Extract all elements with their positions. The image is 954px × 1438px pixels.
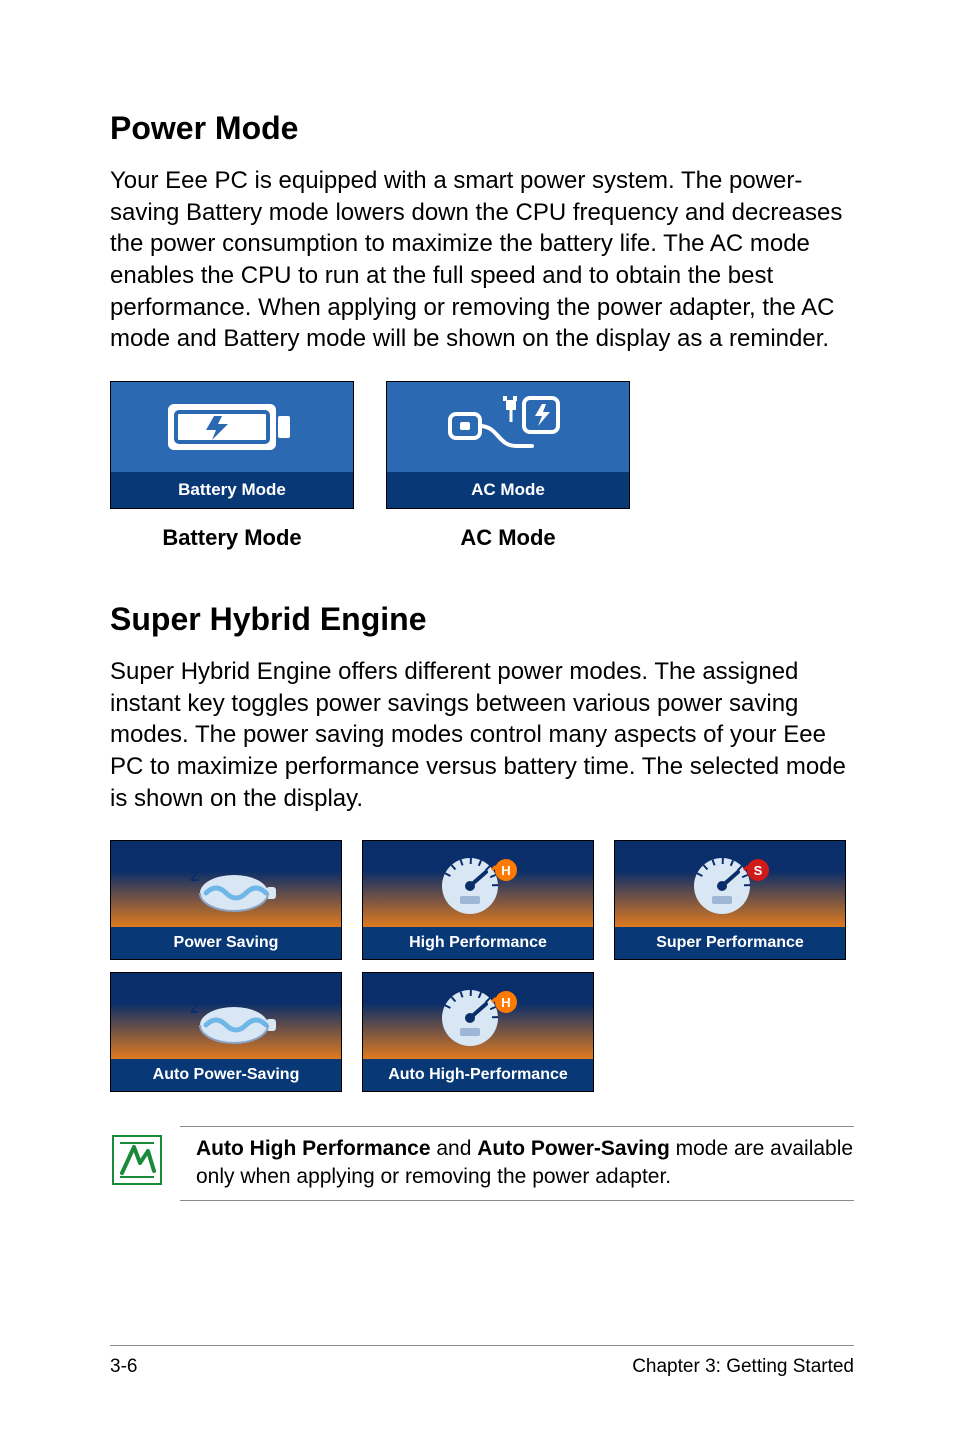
performance-card-graphic: z z [111, 841, 341, 927]
power-mode-heading: Power Mode [110, 110, 854, 147]
battery-mode-label: Battery Mode [111, 472, 353, 508]
svg-text:S: S [754, 863, 763, 878]
chapter-label: Chapter 3: Getting Started [632, 1356, 854, 1378]
performance-card-graphic: S [615, 841, 845, 927]
ac-mode-graphic [387, 382, 629, 472]
she-heading: Super Hybrid Engine [110, 601, 854, 638]
ac-mode-card: AC Mode [386, 381, 630, 509]
battery-mode-graphic [111, 382, 353, 472]
note-icon [110, 1133, 164, 1194]
note-box: Auto High Performance and Auto Power-Sav… [180, 1126, 854, 1201]
battery-mode-card: Battery Mode [110, 381, 354, 509]
performance-card-graphic: z z [111, 973, 341, 1059]
svg-text:z: z [190, 997, 199, 1017]
performance-card-label: Auto Power-Saving [111, 1059, 341, 1091]
svg-text:z: z [190, 865, 199, 885]
power-mode-body: Your Eee PC is equipped with a smart pow… [110, 165, 854, 355]
battery-icon [162, 398, 302, 456]
note-mid: and [431, 1137, 478, 1160]
performance-card-graphic: H [363, 973, 593, 1059]
performance-card: S Super Performance [614, 840, 846, 960]
performance-card: H High Performance [362, 840, 594, 960]
performance-card-label: Super Performance [615, 927, 845, 959]
ac-mode-caption: AC Mode [386, 519, 630, 551]
performance-card: z z Power Saving [110, 840, 342, 960]
performance-card-label: Power Saving [111, 927, 341, 959]
svg-text:H: H [501, 995, 510, 1010]
page-footer: 3-6 Chapter 3: Getting Started [110, 1345, 854, 1378]
svg-text:H: H [501, 863, 510, 878]
performance-card: z z Auto Power-Saving [110, 972, 342, 1092]
performance-card-graphic: H [363, 841, 593, 927]
page-number: 3-6 [110, 1356, 137, 1378]
svg-text:z: z [206, 986, 214, 1003]
note-bold-2: Auto Power-Saving [477, 1137, 670, 1160]
performance-card-label: High Performance [363, 927, 593, 959]
note-bold-1: Auto High Performance [196, 1137, 431, 1160]
she-body: Super Hybrid Engine offers different pow… [110, 656, 854, 814]
svg-text:z: z [206, 854, 214, 871]
performance-card-label: Auto High-Performance [363, 1059, 593, 1091]
performance-card: H Auto High-Performance [362, 972, 594, 1092]
performance-cards-grid: z z Power Saving H High Performance S Su… [110, 840, 854, 1092]
mode-captions-row: Battery Mode AC Mode [110, 519, 854, 551]
ac-adapter-icon [428, 392, 588, 462]
mode-cards-row: Battery Mode AC Mode [110, 381, 854, 509]
battery-mode-caption: Battery Mode [110, 519, 354, 551]
ac-mode-label: AC Mode [387, 472, 629, 508]
